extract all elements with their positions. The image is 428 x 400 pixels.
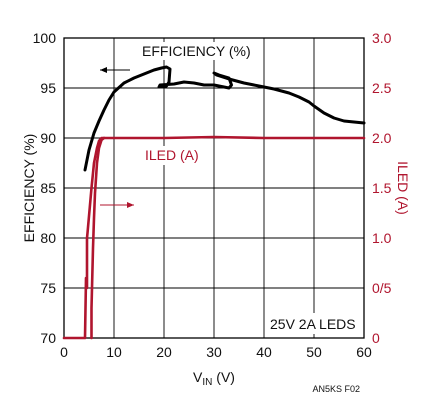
- right-tick-label: 2.5: [372, 80, 392, 96]
- left-tick-label: 90: [40, 130, 56, 146]
- grid: [64, 38, 364, 338]
- x-axis-title: VIN (V): [193, 369, 235, 388]
- left-tick-label: 100: [33, 30, 57, 46]
- left-tick-label: 75: [40, 280, 56, 296]
- efficiency-series-line: [83, 65, 366, 172]
- left-tick-label: 85: [40, 180, 56, 196]
- x-axis-title-main: V: [193, 369, 203, 385]
- iled-series-line: [90, 136, 106, 340]
- iled-label-bg: [140, 146, 206, 165]
- right-tick-label: 3.0: [372, 30, 392, 46]
- left-tick-label: 70: [40, 330, 56, 346]
- x-tick-label: 30: [206, 344, 222, 360]
- right-tick-label: 1.0: [372, 230, 392, 246]
- x-tick-label: 10: [106, 344, 122, 360]
- left-axis-title: EFFICIENCY (%): [21, 134, 37, 243]
- x-axis-title-subscript: IN: [202, 377, 212, 388]
- figure-id: AN5KS F02: [312, 384, 360, 394]
- x-tick-label: 20: [156, 344, 172, 360]
- x-axis-title-unit: (V): [212, 369, 235, 385]
- x-tick-label: 60: [356, 344, 372, 360]
- plot-frame: [63, 37, 365, 339]
- x-tick-label: 0: [60, 344, 68, 360]
- right-tick-label: 1.5: [372, 180, 392, 196]
- right-axis-ticks: 0 0/5 1.0 1.5 2.0 2.5 3.0: [372, 30, 392, 346]
- efficiency-label: EFFICIENCY (%): [142, 43, 251, 59]
- iled-arrowhead: [127, 202, 134, 208]
- condition-label-bg: [266, 313, 361, 334]
- left-tick-label: 80: [40, 230, 56, 246]
- series-layer: [62, 65, 366, 340]
- efficiency-label-bg: [137, 42, 247, 60]
- left-tick-label: 95: [40, 80, 56, 96]
- x-tick-label: 40: [256, 344, 272, 360]
- right-axis-title: ILED (A): [395, 161, 411, 215]
- iled-label: ILED (A): [145, 147, 199, 163]
- right-tick-label: 0: [372, 330, 380, 346]
- x-axis-ticks: 0 10 20 30 40 50 60: [60, 344, 372, 360]
- left-axis-ticks: 70 75 80 85 90 95 100: [33, 30, 57, 346]
- iled-series-line: [62, 135, 366, 340]
- efficiency-arrowhead: [100, 67, 107, 73]
- right-tick-label: 0/5: [372, 280, 392, 296]
- condition-label: 25V 2A LEDS: [270, 316, 356, 332]
- right-tick-label: 2.0: [372, 130, 392, 146]
- x-tick-label: 50: [306, 344, 322, 360]
